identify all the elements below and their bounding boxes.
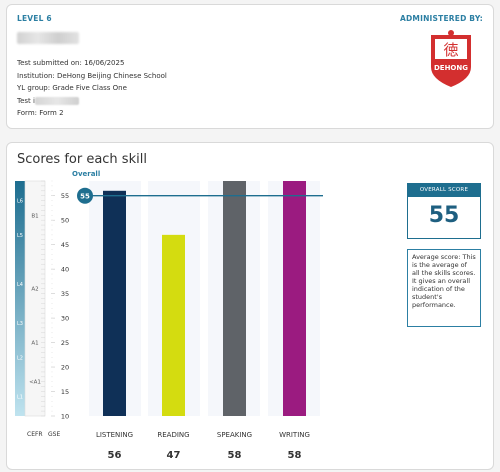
overall-marker xyxy=(77,187,93,204)
level-label: L2 xyxy=(17,355,23,361)
level-label: LEVEL 6 xyxy=(17,14,52,23)
cefr-axis-label: CEFR xyxy=(27,431,43,438)
gse-tick-label: 50 xyxy=(61,217,69,225)
scores-title: Scores for each skill xyxy=(17,152,147,167)
gse-axis-label: GSE xyxy=(48,431,60,438)
gse-tick-label: 55 xyxy=(61,192,69,200)
logo-text: DEHONG xyxy=(434,64,468,72)
level-label: L1 xyxy=(17,394,23,400)
overall-marker-value: 55 xyxy=(80,193,90,201)
level-strip xyxy=(15,181,25,416)
overall-label: Overall xyxy=(72,170,101,178)
category-label: LISTENING xyxy=(96,431,133,439)
value-label: 47 xyxy=(167,450,181,461)
cefr-label: B1 xyxy=(31,213,38,219)
bar-writing xyxy=(283,181,306,416)
test-details: Test submitted on: 16/06/2025 Institutio… xyxy=(17,57,167,120)
svg-text:徳: 徳 xyxy=(443,41,458,59)
bar-listening xyxy=(103,190,126,416)
bar-reading xyxy=(162,234,185,416)
category-label: READING xyxy=(157,431,189,439)
student-name-redacted xyxy=(17,32,79,44)
category-label: WRITING xyxy=(279,431,310,439)
level-label: L5 xyxy=(17,233,23,239)
value-label: 58 xyxy=(288,450,302,461)
cefr-label: A2 xyxy=(31,287,38,293)
bar-speaking xyxy=(223,181,246,416)
level-label: L4 xyxy=(17,282,23,288)
overall-score-box: OVERALL SCORE 55 xyxy=(407,183,481,239)
level-label: L3 xyxy=(17,321,23,327)
skills-chart: L6 L5 L4 L3 L2 L1 B1 A2 A1 <A1 10 15 20 25 30 35 40 45 50 5… xyxy=(15,180,323,461)
category-label: SPEAKING xyxy=(217,431,252,439)
cefr-label: A1 xyxy=(31,341,38,347)
level-label: L6 xyxy=(17,199,23,205)
gse-tick-label: 25 xyxy=(61,339,69,347)
submitted-date: Test submitted on: 16/06/2025 xyxy=(17,59,125,67)
gse-tick-label: 45 xyxy=(61,241,69,249)
gse-tick-label: 30 xyxy=(61,315,69,323)
value-label: 56 xyxy=(108,450,122,461)
test-id-row: Test i xyxy=(17,95,167,108)
administered-by-label: ADMINISTERED BY: xyxy=(399,14,483,23)
cefr-label: <A1 xyxy=(29,380,41,386)
gse-tick-label: 10 xyxy=(61,413,69,421)
dehong-logo: 徳 DEHONG xyxy=(431,30,471,87)
overall-score-label: OVERALL SCORE xyxy=(408,184,480,197)
yl-group: YL group: Grade Five Class One xyxy=(17,84,127,92)
form: Form: Form 2 xyxy=(17,109,64,117)
test-id-redacted xyxy=(34,96,79,105)
overall-score-value: 55 xyxy=(428,203,460,228)
test-info-card: LEVEL 6 ADMINISTERED BY: Test submitted … xyxy=(6,4,494,129)
gse-tick-label: 40 xyxy=(61,266,69,274)
scores-card: Scores for each skill Overall L6 L5 L4 L3 L2… xyxy=(6,142,494,470)
value-label: 58 xyxy=(228,450,242,461)
institution: Institution: DeHong Beijing Chinese Scho… xyxy=(17,71,167,80)
average-score-note: Average score: This is the average of al… xyxy=(407,249,481,327)
gse-tick-label: 35 xyxy=(61,290,69,298)
test-id-label: Test i xyxy=(17,96,35,105)
gse-tick-label: 20 xyxy=(61,364,69,372)
gse-tick-label: 15 xyxy=(61,388,69,396)
